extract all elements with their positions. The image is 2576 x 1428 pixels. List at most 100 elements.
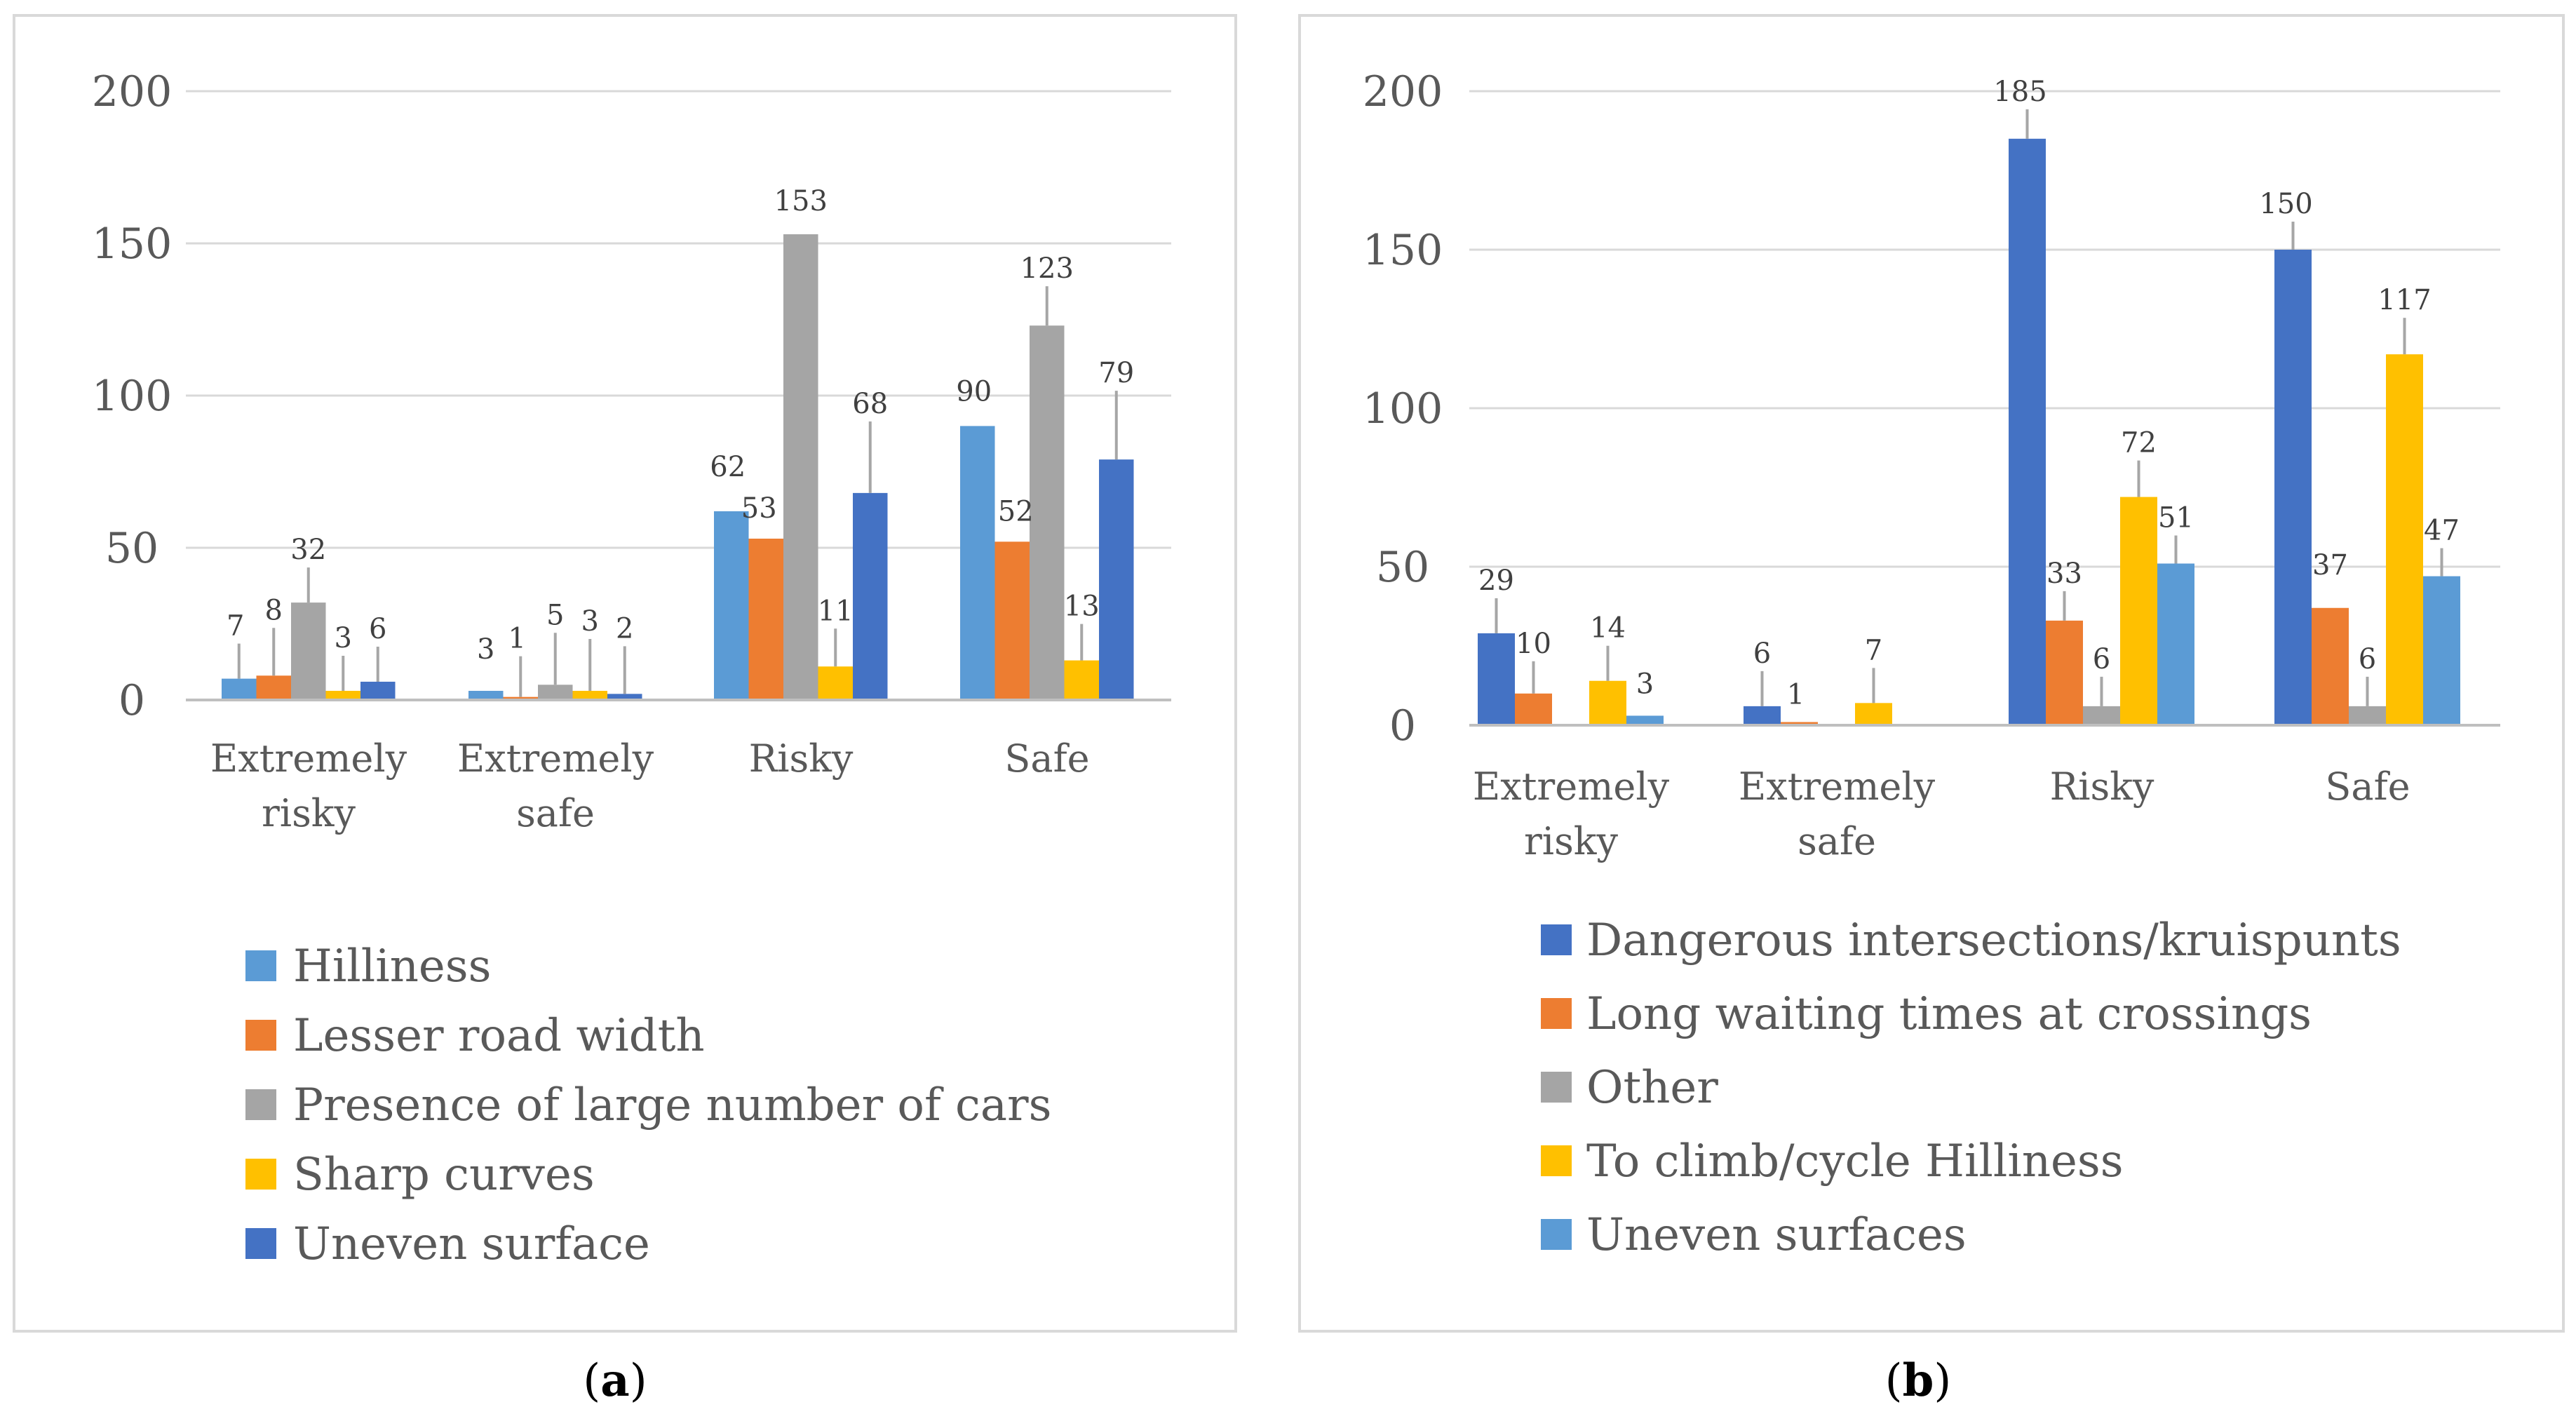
bar — [2083, 706, 2120, 725]
data-label: 6 — [2359, 643, 2376, 675]
legend-swatch — [1541, 1219, 1572, 1250]
data-label: 90 — [956, 375, 992, 407]
y-tick-label: 50 — [105, 524, 159, 573]
category-label: Risky — [749, 736, 854, 781]
bar — [2046, 620, 2083, 725]
data-label: 1 — [508, 623, 526, 655]
category-label: Safe — [1004, 736, 1089, 781]
bar — [2157, 563, 2194, 725]
category-label: Risky — [2050, 764, 2154, 809]
data-label: 47 — [2424, 515, 2460, 547]
legend-label: To climb/cycle Hilliness — [1586, 1136, 2124, 1187]
category-label: Extremely risky — [210, 736, 407, 835]
y-tick-label: 200 — [92, 67, 173, 116]
legend-label: Presence of large number of cars — [293, 1079, 1051, 1131]
data-label: 29 — [1478, 565, 1514, 597]
legend-swatch — [1541, 924, 1572, 955]
data-label: 3 — [1636, 668, 1654, 700]
y-tick-label: 200 — [1363, 67, 1443, 116]
data-label: 3 — [581, 605, 599, 638]
data-label: 33 — [2046, 558, 2082, 590]
bar — [714, 511, 749, 700]
bar — [1030, 325, 1065, 700]
data-label: 6 — [369, 613, 386, 645]
bar — [2120, 497, 2157, 725]
bar — [1744, 706, 1781, 725]
data-label: 37 — [2312, 549, 2348, 581]
bar — [2423, 576, 2460, 725]
data-label: 68 — [852, 388, 888, 420]
data-label: 1 — [1787, 678, 1805, 710]
data-label: 53 — [741, 492, 777, 525]
data-label: 117 — [2378, 284, 2431, 316]
data-label: 3 — [477, 633, 494, 666]
data-label: 123 — [1020, 252, 1074, 285]
bar — [222, 678, 257, 700]
legend-label: Hilliness — [293, 941, 491, 992]
category-label: Safe — [2325, 764, 2410, 809]
bar — [607, 694, 642, 700]
bar — [783, 234, 818, 701]
data-label: 32 — [290, 534, 326, 566]
legend-label: Dangerous intersections/kruispunts — [1586, 915, 2401, 966]
data-label: 7 — [1865, 634, 1882, 666]
bar — [1478, 633, 1515, 725]
data-label: 6 — [1753, 638, 1771, 670]
legend-swatch — [245, 1228, 276, 1259]
data-label: 79 — [1098, 357, 1134, 389]
y-tick-label: 100 — [92, 372, 173, 421]
bar — [960, 426, 995, 700]
bar — [2009, 138, 2046, 726]
data-label: 150 — [2259, 188, 2312, 220]
y-tick-label: 150 — [92, 220, 173, 269]
data-label: 14 — [1590, 612, 1626, 645]
data-label: 11 — [818, 595, 854, 627]
data-label: 13 — [1064, 591, 1100, 623]
y-tick-label: 150 — [1363, 226, 1443, 275]
bar — [468, 690, 504, 700]
bar — [2312, 607, 2349, 725]
bar — [325, 690, 360, 700]
data-label: 62 — [710, 451, 746, 483]
bar — [2349, 706, 2386, 725]
legend-swatch — [245, 1020, 276, 1051]
bar — [538, 685, 573, 700]
bar — [853, 492, 888, 700]
legend-label: Sharp curves — [293, 1149, 595, 1201]
y-tick-label: 0 — [1389, 701, 1416, 750]
legend-swatch — [1541, 998, 1572, 1029]
bar — [2274, 250, 2312, 725]
bar — [1781, 722, 1818, 725]
legend-swatch — [245, 1089, 276, 1120]
data-label: 51 — [2158, 501, 2194, 534]
bar — [572, 690, 607, 700]
bar — [1626, 715, 1664, 725]
legend-swatch — [1541, 1072, 1572, 1103]
data-label: 6 — [2093, 643, 2110, 675]
bar — [2386, 354, 2423, 725]
bar — [503, 696, 538, 700]
data-label: 72 — [2121, 427, 2157, 459]
caption-b: (b) — [1885, 1354, 1952, 1407]
data-label: 153 — [774, 185, 828, 217]
caption-a: (a) — [583, 1354, 647, 1407]
legend-label: Long waiting times at crossings — [1586, 988, 2312, 1040]
data-label: 185 — [1993, 76, 2046, 108]
bar — [748, 538, 783, 700]
category-label: Extremely risky — [1473, 764, 1670, 863]
bar — [994, 541, 1030, 700]
bar — [1064, 660, 1099, 700]
legend-swatch — [245, 950, 276, 981]
data-label: 52 — [998, 495, 1034, 527]
y-tick-label: 100 — [1363, 384, 1443, 433]
bar — [1855, 703, 1892, 725]
bar — [256, 675, 291, 700]
bar — [818, 666, 853, 700]
chart-b: 29 6 185 150 10 1 33 37 6 6 14 7 72 117 3 51 47 0 50 100 150… — [1363, 67, 2500, 1261]
legend-label: Lesser road width — [293, 1010, 705, 1062]
data-label: 5 — [546, 599, 564, 631]
bar — [1589, 680, 1626, 725]
data-label: 8 — [265, 594, 283, 626]
